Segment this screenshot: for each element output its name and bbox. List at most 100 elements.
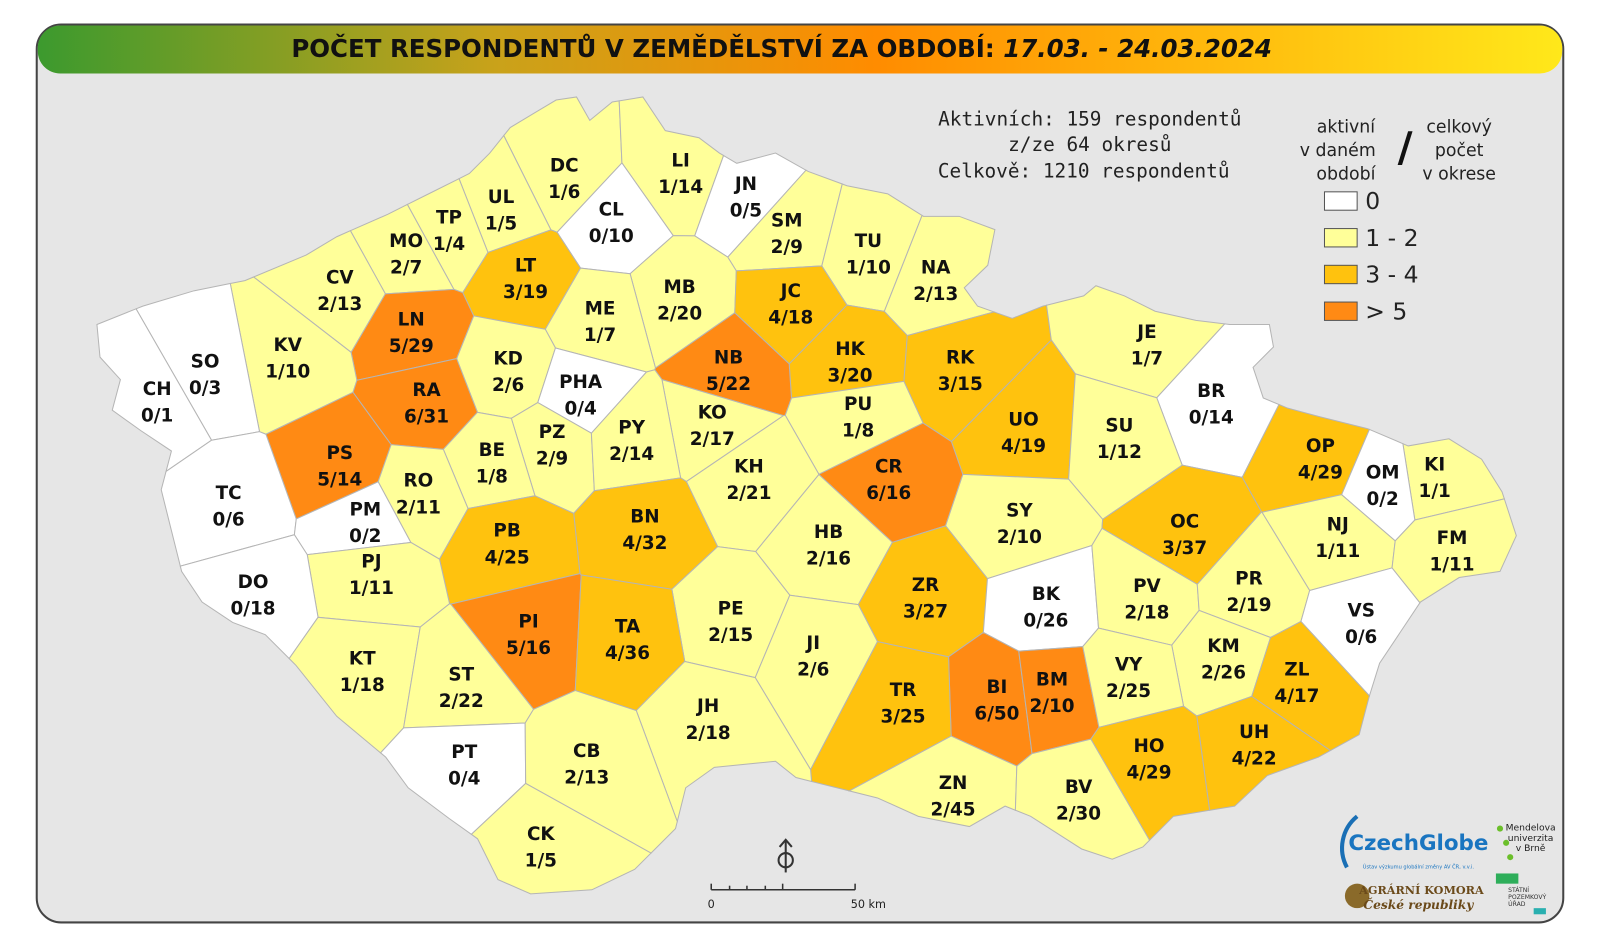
district-value: 3/25: [881, 706, 926, 727]
district-code: UL: [488, 187, 515, 208]
district-value: 0/18: [231, 598, 276, 619]
district-value: 0/2: [1367, 489, 1399, 510]
scale-label: 0: [708, 898, 715, 911]
legend-heading: období: [1316, 165, 1376, 185]
district-code: BE: [479, 440, 506, 461]
district-value: 1/4: [433, 234, 465, 255]
district-code: CH: [143, 379, 172, 400]
district-code: BI: [987, 677, 1008, 698]
district-value: 1/11: [1430, 554, 1475, 575]
district-code: RA: [412, 380, 441, 401]
district-value: 2/11: [396, 497, 441, 518]
district-value: 0/3: [189, 378, 221, 399]
district-value: 2/18: [1124, 602, 1169, 623]
district-code: LN: [398, 310, 425, 331]
district-value: 2/15: [708, 625, 753, 646]
district-code: CB: [573, 741, 600, 762]
district-value: 0/1: [141, 405, 173, 426]
district-code: KV: [274, 335, 303, 356]
district-value: 4/29: [1126, 763, 1171, 784]
district-value: 2/22: [439, 691, 484, 712]
district-code: RO: [403, 471, 433, 492]
district-code: PR: [1235, 569, 1263, 590]
district-code: KO: [698, 402, 727, 423]
district-value: 5/14: [317, 470, 362, 491]
legend-heading: aktivní: [1317, 118, 1376, 138]
logo-spu: STÁTNÍ: [1508, 885, 1529, 894]
district-value: 2/45: [931, 799, 976, 820]
district-value: 1/5: [525, 850, 557, 871]
district-code: HK: [835, 339, 865, 360]
compass: [777, 838, 794, 873]
district-value: 4/36: [605, 643, 650, 664]
district-code: NJ: [1327, 515, 1349, 536]
summary-line: Aktivních: 159 respondentů: [938, 108, 1241, 131]
district-code: KH: [734, 456, 764, 477]
district-code: TP: [436, 207, 462, 228]
district-value: 0/4: [448, 769, 480, 790]
district-code: SU: [1105, 416, 1133, 437]
district-area: [1196, 695, 1332, 811]
district-value: 2/13: [913, 284, 958, 305]
legend-heading: počet: [1435, 141, 1484, 161]
district-code: LI: [671, 150, 690, 171]
title-period: 17.03. - 24.03.2024: [1003, 34, 1272, 63]
district-value: 4/29: [1298, 463, 1343, 484]
district-code: RK: [946, 347, 975, 368]
legend-label: > 5: [1365, 297, 1407, 325]
district-code: VS: [1348, 600, 1375, 621]
summary-line: Celkově: 1210 respondentů: [938, 160, 1230, 183]
district-value: 2/20: [657, 303, 702, 324]
district-value: 4/22: [1232, 748, 1277, 769]
district-value: 1/18: [340, 675, 385, 696]
district-code: PY: [618, 418, 645, 439]
district-code: TC: [216, 483, 242, 504]
district-value: 2/7: [390, 257, 422, 278]
district-code: PM: [349, 499, 381, 520]
district-code: NA: [921, 257, 951, 278]
district-code: PI: [518, 612, 538, 633]
district-code: UO: [1008, 410, 1039, 431]
district-code: PU: [844, 394, 872, 415]
district-code: OM: [1366, 463, 1400, 484]
district-value: 2/9: [536, 448, 568, 469]
legend-heading: v okrese: [1422, 165, 1496, 185]
district-value: 2/26: [1201, 663, 1246, 684]
district-value: 1/7: [1131, 348, 1163, 369]
district-value: 2/10: [1030, 696, 1075, 717]
district-value: 2/14: [609, 444, 654, 465]
district-area: [1090, 705, 1211, 842]
title: POČET RESPONDENTŮ V ZEMĚDĚLSTVÍ ZA OBDOB…: [291, 33, 1272, 63]
district-code: CR: [875, 456, 903, 477]
logo-komora: AGRÁRNÍ KOMORA: [1358, 883, 1484, 897]
district-value: 1/14: [658, 177, 703, 198]
legend-swatch: [1323, 264, 1358, 285]
district-value: 1/8: [476, 467, 508, 488]
district-code: ST: [448, 665, 474, 686]
district-code: JC: [779, 281, 801, 302]
legend-separator: /: [1398, 123, 1413, 171]
district-code: TR: [890, 680, 917, 701]
district-value: 2/21: [726, 483, 771, 504]
district-value: 4/17: [1274, 686, 1319, 707]
district-code: BV: [1065, 777, 1093, 798]
district-area: [524, 690, 678, 854]
logo-spu: POZEMKOVÝ: [1508, 892, 1546, 901]
district-value: 3/20: [827, 366, 872, 387]
logo-dot: [1507, 854, 1514, 861]
logo-komora: České republiky: [1363, 896, 1474, 912]
legend-label: 1 - 2: [1365, 224, 1418, 252]
district-value: 4/32: [622, 533, 667, 554]
scale-label: 50 km: [851, 898, 886, 911]
district-value: 1/5: [485, 214, 517, 235]
district-code: DC: [550, 155, 579, 176]
district-value: 2/19: [1226, 595, 1271, 616]
logo-czechglobe: CzechGlobe: [1348, 831, 1488, 856]
district-code: KI: [1424, 454, 1445, 475]
district-code: KM: [1207, 636, 1240, 657]
district-code: FM: [1437, 528, 1468, 549]
district-value: 1/1: [1419, 481, 1451, 502]
